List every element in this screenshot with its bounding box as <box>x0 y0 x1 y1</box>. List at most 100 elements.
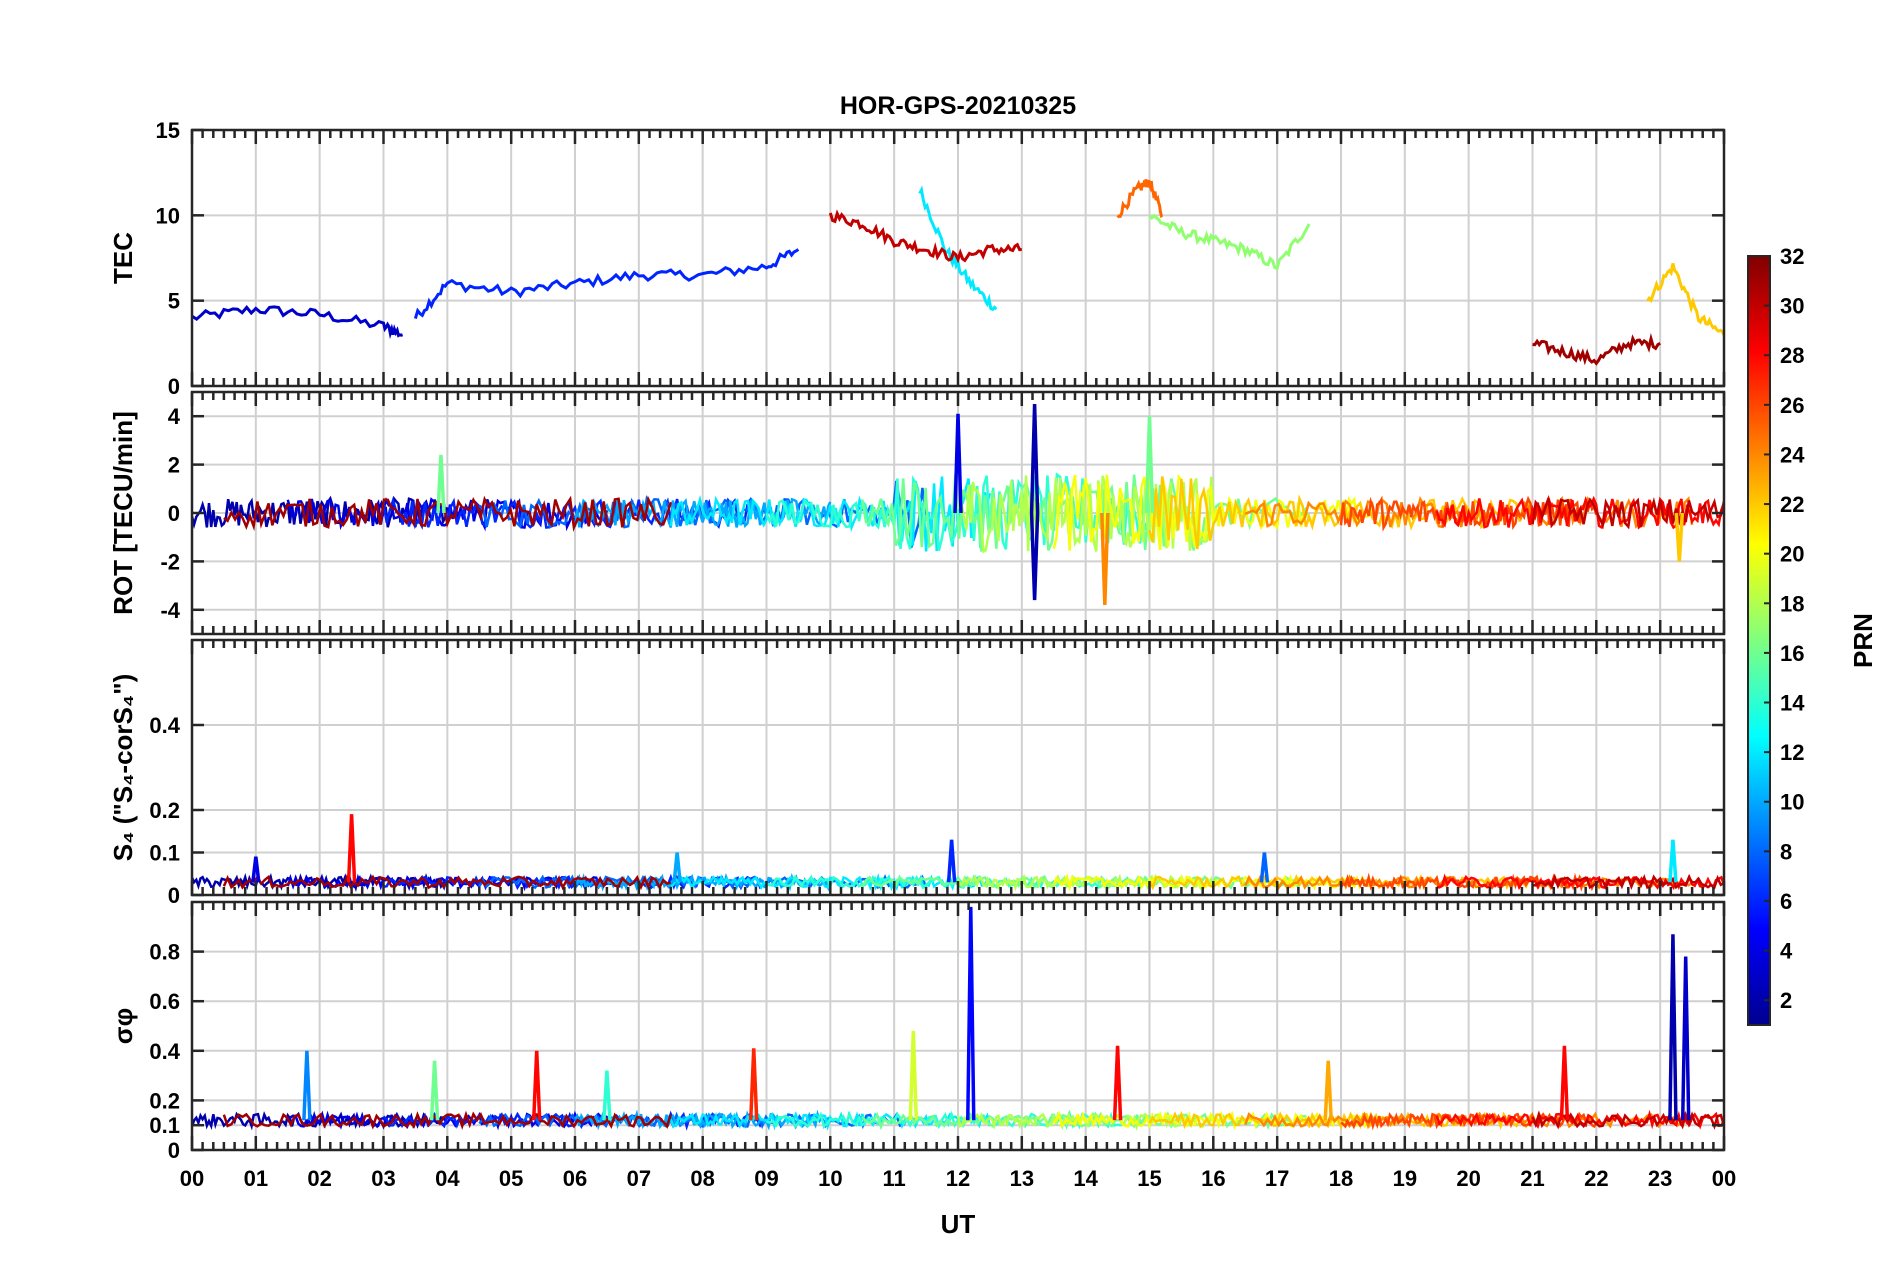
colorbar-tick-label: 24 <box>1780 442 1805 467</box>
colorbar-tick-label: 12 <box>1780 740 1804 765</box>
x-minor-ticks <box>190 392 1726 634</box>
sigma_phi-peak-prn-19 <box>908 1030 919 1121</box>
y-tick-label: 0.6 <box>149 989 180 1014</box>
x-tick-label: 18 <box>1329 1166 1353 1191</box>
rot-trace-prn-31 <box>223 495 672 533</box>
rot-peak-prn-22 <box>1674 512 1685 562</box>
sigma_phi-peak-prn-9 <box>302 1050 312 1121</box>
rot-trace-prn-26 <box>1339 495 1598 532</box>
y-tick-label: -2 <box>160 549 180 574</box>
panel-traces <box>192 906 1724 1132</box>
s4-peak-prn-10 <box>672 852 682 883</box>
x-tick-label: 10 <box>818 1166 842 1191</box>
rot-peak-prn-16 <box>1144 416 1155 514</box>
y-axis-label: S₄ ("S₄-corS₄") <box>108 674 138 862</box>
y-tick-label: 0.4 <box>149 1039 180 1064</box>
colorbar-tick-label: 26 <box>1780 393 1804 418</box>
y-tick-label: 15 <box>156 118 180 143</box>
rot-peak-prn-2 <box>1029 512 1040 601</box>
tec-trace-prn-31 <box>1532 332 1661 366</box>
rot-trace-prn-18 <box>956 475 1215 554</box>
panel-tec: 0 5 10 15 TEC <box>108 118 1726 399</box>
y-tick-label: 0.2 <box>149 798 180 823</box>
x-minor-ticks <box>190 130 1726 386</box>
x-tick-label: 21 <box>1520 1166 1544 1191</box>
colorbar-tick-label: 22 <box>1780 492 1804 517</box>
tec-trace-prn-25 <box>1116 179 1164 219</box>
x-minor-ticks <box>190 640 1726 895</box>
y-tick-label: 0 <box>168 501 180 526</box>
s4-peak-prn-6 <box>946 839 957 883</box>
x-tick-label: 20 <box>1456 1166 1480 1191</box>
y-tick-label: 4 <box>168 404 181 429</box>
tec-trace-prn-17 <box>1148 213 1311 271</box>
s4-peak-prn-4 <box>251 856 261 883</box>
x-tick-label: 22 <box>1584 1166 1608 1191</box>
y-tick-label: 2 <box>168 453 180 478</box>
colorbar-tick-label: 6 <box>1780 889 1792 914</box>
sigma_phi-peak-prn-14 <box>602 1070 612 1121</box>
rot-trace-prn-12 <box>669 476 992 552</box>
x-tick-label: 11 <box>883 1166 906 1191</box>
sigma_phi-peak-prn-28 <box>531 1050 542 1121</box>
x-tick-label: 01 <box>244 1166 268 1191</box>
x-tick-label: 16 <box>1201 1166 1225 1191</box>
sigma_phi-trace-prn-31 <box>222 1110 672 1130</box>
y-tick-label: 0.1 <box>149 1113 180 1138</box>
tec-trace-prn-30 <box>828 209 1022 264</box>
x-tick-label: 05 <box>499 1166 523 1191</box>
y-tick-label: 0 <box>168 883 180 908</box>
tec-trace-prn-22 <box>1646 263 1724 336</box>
x-tick-label: 08 <box>690 1166 714 1191</box>
y-tick-label: -4 <box>160 598 180 623</box>
sigma_phi-peak-prn-28 <box>1559 1045 1570 1121</box>
x-axis-label: UT <box>941 1209 976 1239</box>
x-tick-label: 19 <box>1393 1166 1417 1191</box>
panel-rot: -4 -2 0 2 4 ROT [TECU/min] <box>108 390 1726 636</box>
colorbar-tick-label: 4 <box>1780 939 1793 964</box>
colorbar-tick-label: 16 <box>1780 641 1804 666</box>
rot-peak-prn-16 <box>436 454 446 514</box>
colorbar-tick-label: 28 <box>1780 343 1804 368</box>
y-tick-label: 0 <box>168 374 180 399</box>
x-tick-label: 13 <box>1010 1166 1034 1191</box>
panel-sigma_phi: 00.10.2 0.4 0.6 0.8 σφ 00 01 02 03 04 05 06 07 08 09 10… <box>108 900 1736 1191</box>
y-axis-label: ROT [TECU/min] <box>108 411 138 615</box>
colorbar-label: PRN <box>1848 613 1878 668</box>
rot-peak-prn-4 <box>953 413 963 514</box>
y-tick-label: 0.1 <box>149 841 180 866</box>
x-tick-label: 23 <box>1648 1166 1672 1191</box>
colorbar-tick-label: 32 <box>1780 244 1804 269</box>
chart-title: HOR-GPS-20210325 <box>840 92 1076 120</box>
x-tick-label: 04 <box>435 1166 460 1191</box>
colorbar-tick-label: 10 <box>1780 790 1804 815</box>
x-tick-label: 03 <box>371 1166 395 1191</box>
colorbar-tick-label: 8 <box>1780 839 1792 864</box>
colorbar-tick-label: 14 <box>1780 691 1805 716</box>
sigma_phi-peak-prn-16 <box>429 1060 440 1121</box>
sigma_phi-peak-prn-2 <box>1668 934 1678 1121</box>
y-axis-label: σφ <box>108 1008 138 1044</box>
sigma_phi-peak-prn-3 <box>1680 956 1691 1121</box>
sigma_phi-peak-prn-27 <box>748 1048 759 1121</box>
rot-peak-prn-24 <box>1100 512 1110 606</box>
colorbar-tick-label: 30 <box>1780 294 1804 319</box>
y-tick-label: 0.4 <box>149 713 180 738</box>
y-tick-label: 5 <box>168 289 180 314</box>
sigma_phi-trace-prn-30 <box>1531 1110 1724 1130</box>
y-tick-label: 0 <box>168 1138 180 1163</box>
colorbar-tick-label: 2 <box>1780 988 1792 1013</box>
x-tick-label: 00 <box>1712 1166 1736 1191</box>
y-axis-label: TEC <box>108 232 138 284</box>
panel-s4: 0 0.1 0.2 0.4 S₄ ("S₄-corS₄") <box>108 638 1726 908</box>
y-tick-label: 10 <box>156 203 180 228</box>
colorbar-gradient <box>1747 255 1771 1026</box>
s4-peak-prn-28 <box>346 814 357 883</box>
tec-trace-prn-6 <box>413 248 800 320</box>
s4-trace-prn-30 <box>1532 873 1724 891</box>
x-minor-ticks <box>190 902 1726 1150</box>
x-tick-label: 02 <box>307 1166 331 1191</box>
tec-trace-prn-3 <box>192 305 404 340</box>
